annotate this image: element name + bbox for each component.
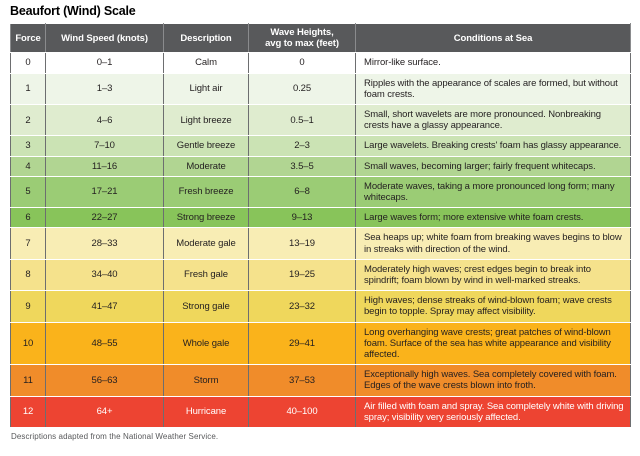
table-row: 4 11–16 Moderate 3.5–5 Small waves, beco… xyxy=(10,155,631,177)
table-row: 12 64+ Hurricane 40–100 Air filled with … xyxy=(10,395,631,429)
force-cell: 6 xyxy=(10,207,46,229)
wave-height-cell: 40–100 xyxy=(248,395,356,429)
conditions-cell: Small, short wavelets are more pronounce… xyxy=(355,104,631,137)
table-row: 5 17–21 Fresh breeze 6–8 Moderate waves,… xyxy=(10,175,631,209)
conditions-cell: Large waves form; more extensive white f… xyxy=(355,207,631,229)
column-header-wave-heights: Wave Heights, avg to max (feet) xyxy=(248,22,356,54)
description-cell: Light air xyxy=(163,72,249,106)
conditions-cell: Small waves, becoming larger; fairly fre… xyxy=(355,155,631,177)
wave-height-cell: 19–25 xyxy=(248,258,356,292)
table-row: 9 41–47 Strong gale 23–32 High waves; de… xyxy=(10,290,631,323)
description-cell: Whole gale xyxy=(163,321,249,366)
source-note: Descriptions adapted from the National W… xyxy=(11,432,219,442)
description-cell: Light breeze xyxy=(163,104,249,137)
column-header-conditions: Conditions at Sea xyxy=(355,22,631,54)
force-cell: 1 xyxy=(10,72,46,106)
wave-height-cell: 6–8 xyxy=(248,175,356,209)
description-cell: Fresh breeze xyxy=(163,175,249,209)
table-row: 3 7–10 Gentle breeze 2–3 Large wavelets.… xyxy=(10,135,631,157)
description-cell: Hurricane xyxy=(163,395,249,429)
conditions-cell: Air filled with foam and spray. Sea comp… xyxy=(355,395,631,429)
force-cell: 10 xyxy=(10,321,46,366)
wave-height-cell: 0.25 xyxy=(248,72,356,106)
wind-speed-cell: 41–47 xyxy=(45,290,164,323)
description-cell: Moderate xyxy=(163,155,249,177)
conditions-cell: Ripples with the appearance of scales ar… xyxy=(355,72,631,106)
force-cell: 3 xyxy=(10,135,46,157)
conditions-cell: Long overhanging wave crests; great patc… xyxy=(355,321,631,366)
page: Beaufort (Wind) Scale Force Wind Speed (… xyxy=(10,4,631,442)
force-cell: 5 xyxy=(10,175,46,209)
table-row: 0 0–1 Calm 0 Mirror-like surface. xyxy=(10,52,631,74)
wave-height-cell: 9–13 xyxy=(248,207,356,229)
wind-speed-cell: 0–1 xyxy=(45,52,164,74)
wind-speed-cell: 4–6 xyxy=(45,104,164,137)
conditions-cell: Large wavelets. Breaking crests' foam ha… xyxy=(355,135,631,157)
wind-speed-cell: 11–16 xyxy=(45,155,164,177)
table-row: 10 48–55 Whole gale 29–41 Long overhangi… xyxy=(10,321,631,366)
force-cell: 2 xyxy=(10,104,46,137)
conditions-cell: Moderate waves, taking a more pronounced… xyxy=(355,175,631,209)
table-row: 1 1–3 Light air 0.25 Ripples with the ap… xyxy=(10,72,631,106)
conditions-cell: Exceptionally high waves. Sea completely… xyxy=(355,364,631,397)
conditions-cell: Moderately high waves; crest edges begin… xyxy=(355,258,631,292)
beaufort-scale-table: Force Wind Speed (knots) Description Wav… xyxy=(10,22,631,429)
wave-height-cell: 23–32 xyxy=(248,290,356,323)
force-cell: 12 xyxy=(10,395,46,429)
force-cell: 0 xyxy=(10,52,46,74)
description-cell: Fresh gale xyxy=(163,258,249,292)
force-cell: 11 xyxy=(10,364,46,397)
description-cell: Gentle breeze xyxy=(163,135,249,157)
force-cell: 7 xyxy=(10,227,46,260)
table-row: 8 34–40 Fresh gale 19–25 Moderately high… xyxy=(10,258,631,292)
table-row: 2 4–6 Light breeze 0.5–1 Small, short wa… xyxy=(10,104,631,137)
force-cell: 4 xyxy=(10,155,46,177)
wind-speed-cell: 64+ xyxy=(45,395,164,429)
wind-speed-cell: 1–3 xyxy=(45,72,164,106)
conditions-cell: High waves; dense streaks of wind-blown … xyxy=(355,290,631,323)
force-cell: 8 xyxy=(10,258,46,292)
wave-height-cell: 13–19 xyxy=(248,227,356,260)
page-title: Beaufort (Wind) Scale xyxy=(10,4,136,18)
wave-height-cell: 0 xyxy=(248,52,356,74)
wind-speed-cell: 7–10 xyxy=(45,135,164,157)
description-cell: Calm xyxy=(163,52,249,74)
table-row: 6 22–27 Strong breeze 9–13 Large waves f… xyxy=(10,207,631,229)
wind-speed-cell: 17–21 xyxy=(45,175,164,209)
wind-speed-cell: 56–63 xyxy=(45,364,164,397)
conditions-cell: Sea heaps up; white foam from breaking w… xyxy=(355,227,631,260)
wind-speed-cell: 34–40 xyxy=(45,258,164,292)
wave-height-cell: 37–53 xyxy=(248,364,356,397)
wave-height-cell: 0.5–1 xyxy=(248,104,356,137)
description-cell: Moderate gale xyxy=(163,227,249,260)
column-header-description: Description xyxy=(163,22,249,54)
column-header-wind-speed: Wind Speed (knots) xyxy=(45,22,164,54)
wave-height-cell: 29–41 xyxy=(248,321,356,366)
wind-speed-cell: 28–33 xyxy=(45,227,164,260)
description-cell: Strong breeze xyxy=(163,207,249,229)
wave-height-cell: 2–3 xyxy=(248,135,356,157)
column-header-force: Force xyxy=(10,22,46,54)
table-header-row: Force Wind Speed (knots) Description Wav… xyxy=(10,22,631,54)
wind-speed-cell: 22–27 xyxy=(45,207,164,229)
force-cell: 9 xyxy=(10,290,46,323)
table-row: 11 56–63 Storm 37–53 Exceptionally high … xyxy=(10,364,631,397)
table-row: 7 28–33 Moderate gale 13–19 Sea heaps up… xyxy=(10,227,631,260)
description-cell: Strong gale xyxy=(163,290,249,323)
wind-speed-cell: 48–55 xyxy=(45,321,164,366)
conditions-cell: Mirror-like surface. xyxy=(355,52,631,74)
wave-height-cell: 3.5–5 xyxy=(248,155,356,177)
description-cell: Storm xyxy=(163,364,249,397)
